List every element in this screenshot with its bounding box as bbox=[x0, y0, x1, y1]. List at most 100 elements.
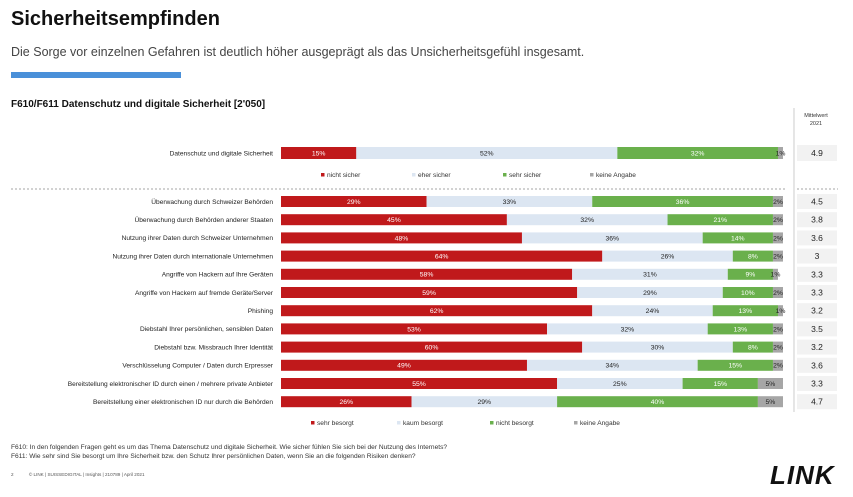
data-label: 5% bbox=[766, 381, 776, 388]
bar-segment bbox=[281, 268, 573, 280]
bar-segment bbox=[557, 396, 758, 408]
mean-value: 4.5 bbox=[811, 197, 823, 207]
data-label: 2% bbox=[773, 363, 783, 370]
page-subtitle: Die Sorge vor einzelnen Gefahren ist deu… bbox=[11, 45, 585, 59]
bar-segment bbox=[281, 250, 603, 262]
category-label: Bereitstellung einer elektronischen ID n… bbox=[93, 399, 273, 406]
mean-cell bbox=[797, 145, 837, 161]
copyright-text: © LINK | SUISSEDIGITAL | Insights | 2107… bbox=[28, 472, 145, 477]
data-label: 32% bbox=[621, 326, 635, 333]
mean-value: 3.8 bbox=[811, 215, 823, 225]
category-label: Datenschutz und digitale Sicherheit bbox=[170, 150, 274, 157]
bar-segment bbox=[757, 396, 783, 408]
data-label: 32% bbox=[691, 150, 705, 157]
data-label: 2% bbox=[773, 235, 783, 242]
mean-value: 4.9 bbox=[811, 148, 823, 158]
bar-segment bbox=[592, 305, 713, 317]
accent-bar bbox=[11, 72, 181, 78]
bar-segment bbox=[777, 305, 783, 317]
legend-label: keine Angabe bbox=[596, 172, 636, 179]
data-label: 33% bbox=[503, 199, 517, 206]
bar-segment bbox=[281, 359, 527, 371]
bar-segment bbox=[772, 232, 783, 244]
mean-cell bbox=[797, 339, 837, 355]
category-label: Diebstahl bzw. Missbrauch Ihrer Identitä… bbox=[154, 344, 273, 351]
mean-value: 3.3 bbox=[811, 269, 823, 279]
bar-segment bbox=[617, 147, 778, 159]
data-label: 2% bbox=[773, 345, 783, 352]
bar-segment bbox=[722, 287, 773, 298]
mean-cell bbox=[797, 248, 837, 264]
data-label: 36% bbox=[676, 199, 690, 206]
legend-swatch bbox=[311, 421, 315, 425]
data-label: 1% bbox=[771, 272, 781, 279]
mean-cell bbox=[797, 394, 837, 410]
legend-label: eher sicher bbox=[418, 172, 451, 179]
data-label: 62% bbox=[430, 308, 444, 315]
data-label: 8% bbox=[748, 254, 758, 261]
data-label: 36% bbox=[606, 235, 620, 242]
data-label: 29% bbox=[643, 290, 657, 297]
bar-segment bbox=[772, 323, 783, 335]
legend-label: kaum besorgt bbox=[403, 420, 443, 427]
data-label: 15% bbox=[312, 150, 326, 157]
bar-segment bbox=[702, 232, 773, 244]
data-label: 5% bbox=[766, 399, 776, 406]
bar-segment bbox=[356, 147, 618, 159]
bar-segment bbox=[281, 287, 578, 298]
mean-value: 3 bbox=[815, 251, 820, 261]
mean-cell bbox=[797, 376, 837, 391]
bar-segment bbox=[281, 396, 412, 408]
bar-segment bbox=[426, 196, 593, 207]
data-label: 2% bbox=[773, 217, 783, 224]
data-label: 55% bbox=[412, 381, 426, 388]
bar-segment bbox=[411, 396, 558, 408]
footer-meta: 2 © LINK | SUISSEDIGITAL | Insights | 21… bbox=[11, 472, 145, 477]
mean-cell bbox=[797, 266, 837, 282]
section-title: F610/F611 Datenschutz und digitale Siche… bbox=[11, 99, 266, 110]
bar-segment bbox=[772, 196, 783, 207]
mean-cell bbox=[797, 230, 837, 246]
category-label: Diebstahl Ihrer persönlichen, sensiblen … bbox=[140, 326, 273, 333]
data-label: 24% bbox=[646, 308, 660, 315]
category-label: Nutzung ihrer Daten durch internationale… bbox=[112, 253, 273, 260]
data-label: 52% bbox=[480, 150, 494, 157]
data-label: 10% bbox=[741, 290, 755, 297]
data-label: 9% bbox=[745, 272, 755, 279]
data-label: 64% bbox=[435, 254, 449, 261]
bar-segment bbox=[281, 196, 427, 207]
data-label: 1% bbox=[776, 150, 786, 157]
bar-segment bbox=[772, 268, 778, 280]
bar-segment bbox=[582, 341, 733, 353]
footnote-f611: F611: Wie sehr sind Sie besorgt um Ihre … bbox=[11, 453, 416, 460]
mean-header-year: 2021 bbox=[810, 121, 822, 127]
legend-swatch bbox=[321, 173, 325, 177]
bar-segment bbox=[727, 268, 773, 280]
bar-segment bbox=[772, 359, 783, 371]
bar-segment bbox=[772, 250, 783, 262]
mean-cell bbox=[797, 357, 837, 373]
category-label: Angriffe von Hackern auf fremde Geräte/S… bbox=[135, 290, 274, 297]
data-label: 2% bbox=[773, 254, 783, 261]
data-label: 25% bbox=[613, 381, 627, 388]
link-logo: LINK bbox=[770, 460, 835, 490]
data-label: 49% bbox=[397, 363, 411, 370]
data-label: 45% bbox=[387, 217, 401, 224]
footnote-f610: F610: In den folgenden Fragen geht es um… bbox=[11, 444, 448, 451]
bar-segment bbox=[577, 287, 723, 298]
data-label: 8% bbox=[748, 345, 758, 352]
data-label: 31% bbox=[643, 272, 657, 279]
bar-segment bbox=[757, 378, 783, 389]
bar-segment bbox=[772, 341, 783, 353]
data-label: 48% bbox=[395, 235, 409, 242]
mean-value: 3.6 bbox=[811, 233, 823, 243]
category-label: Angriffe von Hackern auf Ihre Geräten bbox=[162, 272, 274, 279]
mean-value: 4.7 bbox=[811, 397, 823, 407]
data-label: 26% bbox=[661, 254, 675, 261]
mean-cell bbox=[797, 321, 837, 337]
data-label: 30% bbox=[651, 345, 665, 352]
bar-segment bbox=[547, 323, 708, 335]
bar-segment bbox=[281, 323, 548, 335]
page-number: 2 bbox=[11, 472, 14, 477]
